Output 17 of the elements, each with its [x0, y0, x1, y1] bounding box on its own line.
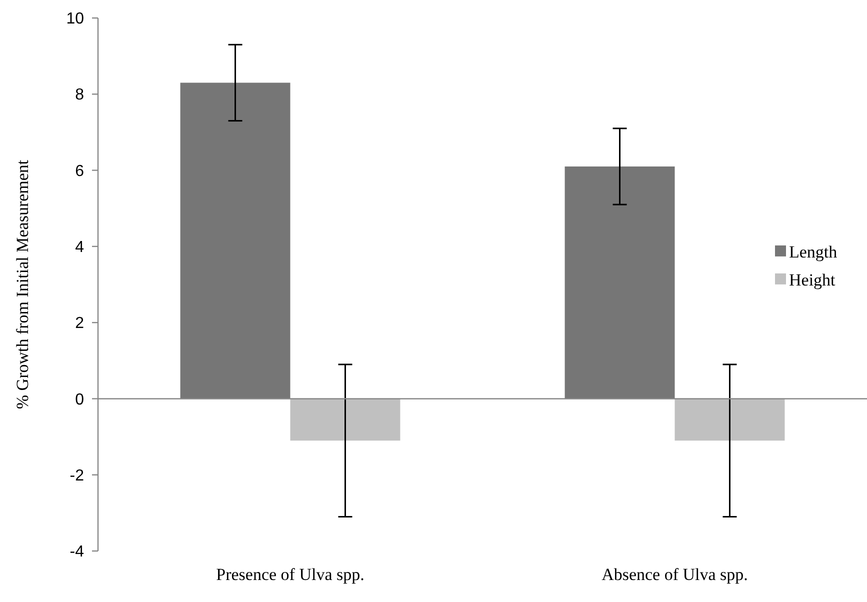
legend-label: Length — [789, 242, 838, 262]
bar — [290, 398, 400, 441]
y-tick-label: 4 — [75, 239, 84, 256]
y-tick-label: 2 — [75, 315, 84, 332]
y-tick-label: -4 — [70, 544, 84, 561]
y-tick-label: 10 — [66, 10, 84, 28]
bar — [564, 166, 675, 399]
x-tick-label: Absence of Ulva spp. — [602, 565, 748, 584]
y-tick-label: 8 — [75, 86, 84, 104]
bar — [674, 398, 785, 441]
y-tick-label: -2 — [70, 467, 84, 484]
y-tick-label: 0 — [75, 391, 84, 408]
legend-label: Height — [789, 270, 836, 290]
x-tick-label: Presence of Ulva spp. — [216, 565, 364, 584]
y-tick-label: 6 — [75, 162, 84, 180]
bar — [180, 82, 290, 399]
y-axis-title: % Growth from Initial Measurement — [13, 160, 32, 410]
